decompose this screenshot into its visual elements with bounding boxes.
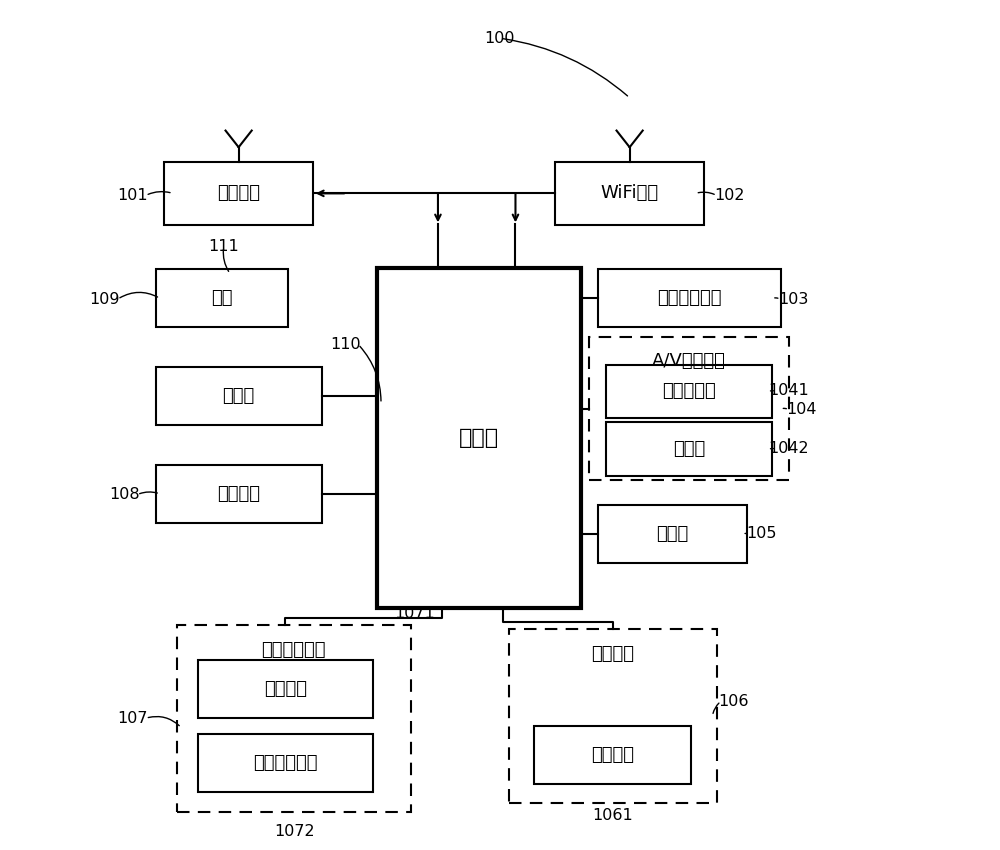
Text: 102: 102: [714, 188, 745, 203]
Text: 1061: 1061: [592, 808, 633, 824]
Text: 104: 104: [786, 402, 817, 417]
Bar: [606, 422, 772, 476]
Text: 接口单元: 接口单元: [217, 484, 260, 503]
Text: 111: 111: [208, 239, 239, 254]
Bar: [555, 162, 704, 225]
Text: 音频输出单元: 音频输出单元: [657, 289, 721, 308]
Text: 处理器: 处理器: [459, 428, 499, 448]
Bar: [589, 337, 789, 480]
Text: 110: 110: [330, 337, 361, 352]
Text: 101: 101: [117, 188, 148, 203]
Text: 1041: 1041: [769, 383, 809, 399]
Bar: [156, 269, 288, 327]
Text: 1042: 1042: [769, 441, 809, 456]
Text: 麦克风: 麦克风: [673, 440, 705, 458]
Text: 1072: 1072: [274, 824, 315, 839]
Text: 电源: 电源: [211, 289, 232, 308]
Bar: [377, 268, 581, 608]
Text: 109: 109: [90, 292, 120, 307]
Text: 射频单元: 射频单元: [217, 184, 260, 202]
Bar: [598, 505, 746, 563]
Text: 显示面板: 显示面板: [591, 745, 634, 764]
Text: 108: 108: [109, 487, 140, 502]
Bar: [198, 660, 372, 718]
Bar: [606, 365, 772, 418]
Bar: [598, 269, 780, 327]
Text: 图形处理器: 图形处理器: [662, 382, 716, 400]
Text: 存储器: 存储器: [222, 387, 255, 405]
Bar: [156, 465, 322, 523]
Bar: [177, 625, 411, 812]
Text: 1071: 1071: [395, 606, 435, 621]
Text: 103: 103: [778, 292, 808, 307]
Bar: [198, 734, 372, 792]
Text: 106: 106: [718, 694, 749, 709]
Text: 105: 105: [747, 526, 777, 541]
Text: WiFi模块: WiFi模块: [601, 184, 659, 202]
Text: A/V输入单元: A/V输入单元: [652, 352, 726, 371]
Text: 107: 107: [118, 711, 148, 726]
Bar: [534, 726, 691, 784]
Text: 用户输入单元: 用户输入单元: [262, 641, 326, 660]
Text: 显示单元: 显示单元: [591, 645, 634, 664]
Bar: [156, 367, 322, 425]
Bar: [164, 162, 313, 225]
Text: 传感器: 传感器: [656, 524, 688, 543]
Text: 100: 100: [485, 31, 515, 46]
Text: 其他输入设备: 其他输入设备: [253, 754, 318, 773]
Bar: [509, 629, 717, 803]
Text: 触控面板: 触控面板: [264, 680, 307, 699]
